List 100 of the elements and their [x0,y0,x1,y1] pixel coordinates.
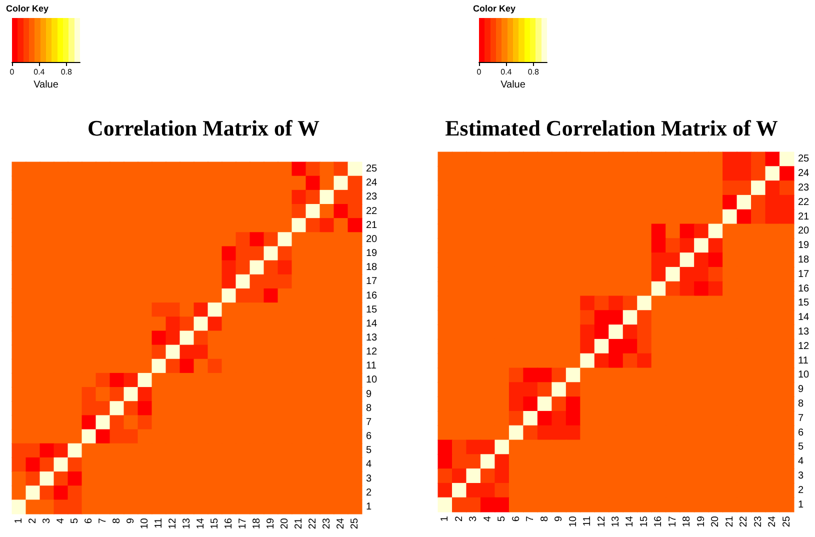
y-tick-label: 16 [366,290,378,302]
color-bar-label: 0.4 [500,68,512,76]
y-tick-label: 24 [366,178,378,189]
x-tick-label: 20 [280,518,290,530]
y-tick-label: 2 [366,487,372,498]
x-tick-label: 7 [525,516,536,522]
x-tick-label: 3 [468,516,480,522]
x-tick-label: 21 [724,516,736,528]
y-tick-label: 11 [798,355,809,366]
x-tick-label: 24 [767,516,778,528]
y-tick-label: 1 [798,499,804,510]
color-bar-label: 0.4 [34,68,46,76]
y-tick-label: 3 [798,470,804,482]
y-tick-label: 23 [366,192,378,203]
color-bar-title: Value [34,80,59,90]
y-tick-label: 17 [798,268,810,280]
y-tick-label: 22 [798,196,810,208]
x-tick-label: 3 [42,518,52,524]
x-tick-label: 17 [238,518,248,530]
legend-title: Color Key [473,4,516,14]
y-tick-label: 23 [798,182,810,194]
y-tick-label: 10 [798,370,810,381]
y-tick-label: 14 [798,312,810,324]
y-tick-label: 17 [366,276,378,288]
y-tick-label: 25 [366,164,378,175]
x-tick-label: 11 [154,518,164,528]
x-tick-label: 16 [224,518,234,530]
color-bar-label: 0.8 [528,68,540,76]
y-tick-label: 7 [798,412,804,424]
y-tick-label: 16 [798,283,810,294]
y-tick-label: 6 [798,427,804,438]
x-tick-label: 19 [266,518,276,530]
x-tick-label: 18 [682,516,693,528]
y-tick-label: 5 [798,442,804,453]
x-tick-label: 22 [738,516,750,528]
legend-title: Color Key [6,4,49,14]
color-bar-title: Value [500,80,526,90]
y-tick-label: 11 [366,360,377,372]
y-tick-label: 21 [366,220,378,231]
x-tick-label: 20 [710,516,722,528]
x-tick-label: 12 [596,516,608,528]
x-tick-label: 18 [252,518,262,530]
y-tick-label: 13 [366,332,378,344]
y-tick-label: 3 [366,473,372,484]
y-tick-label: 14 [366,318,378,330]
y-tick-label: 20 [366,234,378,245]
x-tick-label: 25 [781,516,792,528]
x-tick-label: 10 [568,516,579,528]
y-tick-label: 20 [798,226,810,237]
chart-title: Estimated Correlation Matrix of W [445,116,778,140]
y-tick-label: 15 [798,298,810,309]
y-tick-label: 9 [366,388,372,400]
x-tick-label: 14 [624,516,636,528]
x-tick-label: 2 [28,518,38,524]
y-tick-label: 15 [366,304,378,316]
x-tick-label: 14 [196,518,206,530]
y-tick-label: 2 [798,484,804,496]
y-tick-label: 19 [798,240,810,252]
y-tick-label: 8 [366,402,372,414]
y-tick-label: 25 [798,154,810,165]
x-tick-label: 23 [322,518,332,530]
x-tick-label: 1 [440,516,451,522]
y-tick-label: 21 [798,211,810,222]
x-tick-label: 16 [653,516,664,528]
x-tick-label: 21 [294,518,304,530]
x-tick-label: 13 [610,516,622,528]
x-tick-label: 8 [539,516,550,522]
y-tick-label: 5 [366,445,372,456]
x-tick-label: 11 [582,516,594,526]
x-tick-label: 15 [210,518,220,530]
y-tick-label: 10 [366,374,378,386]
y-tick-label: 7 [366,416,372,428]
x-tick-label: 25 [350,518,360,530]
x-tick-label: 22 [308,518,318,530]
x-tick-label: 5 [496,516,508,522]
y-tick-label: 19 [366,248,378,260]
x-tick-label: 19 [696,516,707,528]
y-tick-label: 12 [798,340,810,352]
y-tick-label: 4 [798,456,804,468]
x-tick-label: 9 [126,518,136,524]
y-tick-label: 8 [798,398,804,410]
x-tick-label: 15 [638,516,650,528]
y-tick-label: 22 [366,206,378,217]
color-bar-label: 0.8 [60,68,73,76]
x-tick-label: 7 [98,518,108,524]
x-tick-label: 23 [752,516,764,528]
y-tick-label: 12 [366,346,378,358]
x-tick-label: 6 [84,518,94,524]
x-tick-label: 2 [454,516,465,522]
x-tick-label: 10 [140,518,150,530]
x-tick-label: 1 [14,518,24,524]
color-bar-label: 0 [476,68,482,76]
x-tick-label: 17 [667,516,678,528]
y-tick-label: 9 [798,384,804,396]
chart-title: Correlation Matrix of W [88,116,320,140]
x-tick-label: 9 [554,516,565,522]
y-tick-label: 1 [366,501,372,512]
y-tick-label: 13 [798,326,810,338]
x-tick-label: 24 [336,518,346,530]
x-tick-label: 4 [56,518,66,524]
